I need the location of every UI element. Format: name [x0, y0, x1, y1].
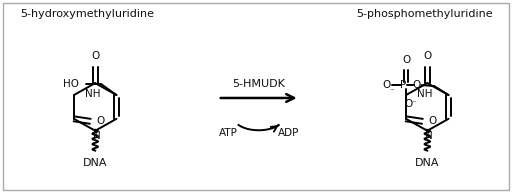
Text: O: O	[428, 116, 437, 126]
Text: P: P	[400, 80, 406, 90]
Text: DNA: DNA	[415, 158, 440, 168]
Text: HO: HO	[63, 79, 79, 89]
Text: O: O	[423, 51, 431, 61]
Text: ⁻: ⁻	[389, 88, 394, 96]
Text: O: O	[402, 55, 410, 65]
Text: O: O	[96, 116, 105, 126]
Text: NH: NH	[417, 89, 433, 99]
Text: O: O	[91, 51, 100, 61]
Text: NH: NH	[85, 89, 101, 99]
Text: 5-HMUDK: 5-HMUDK	[232, 79, 285, 89]
Text: O: O	[404, 99, 412, 109]
Text: ATP: ATP	[219, 128, 238, 138]
Text: DNA: DNA	[83, 158, 107, 168]
Text: O: O	[382, 80, 390, 90]
Text: 5-phosphomethyluridine: 5-phosphomethyluridine	[357, 9, 493, 19]
Text: O: O	[412, 80, 421, 90]
Text: 5-hydroxymethyluridine: 5-hydroxymethyluridine	[21, 9, 154, 19]
Text: ⁻: ⁻	[411, 99, 416, 108]
Text: N: N	[425, 131, 433, 141]
Text: ADP: ADP	[278, 128, 299, 138]
Text: N: N	[93, 131, 101, 141]
